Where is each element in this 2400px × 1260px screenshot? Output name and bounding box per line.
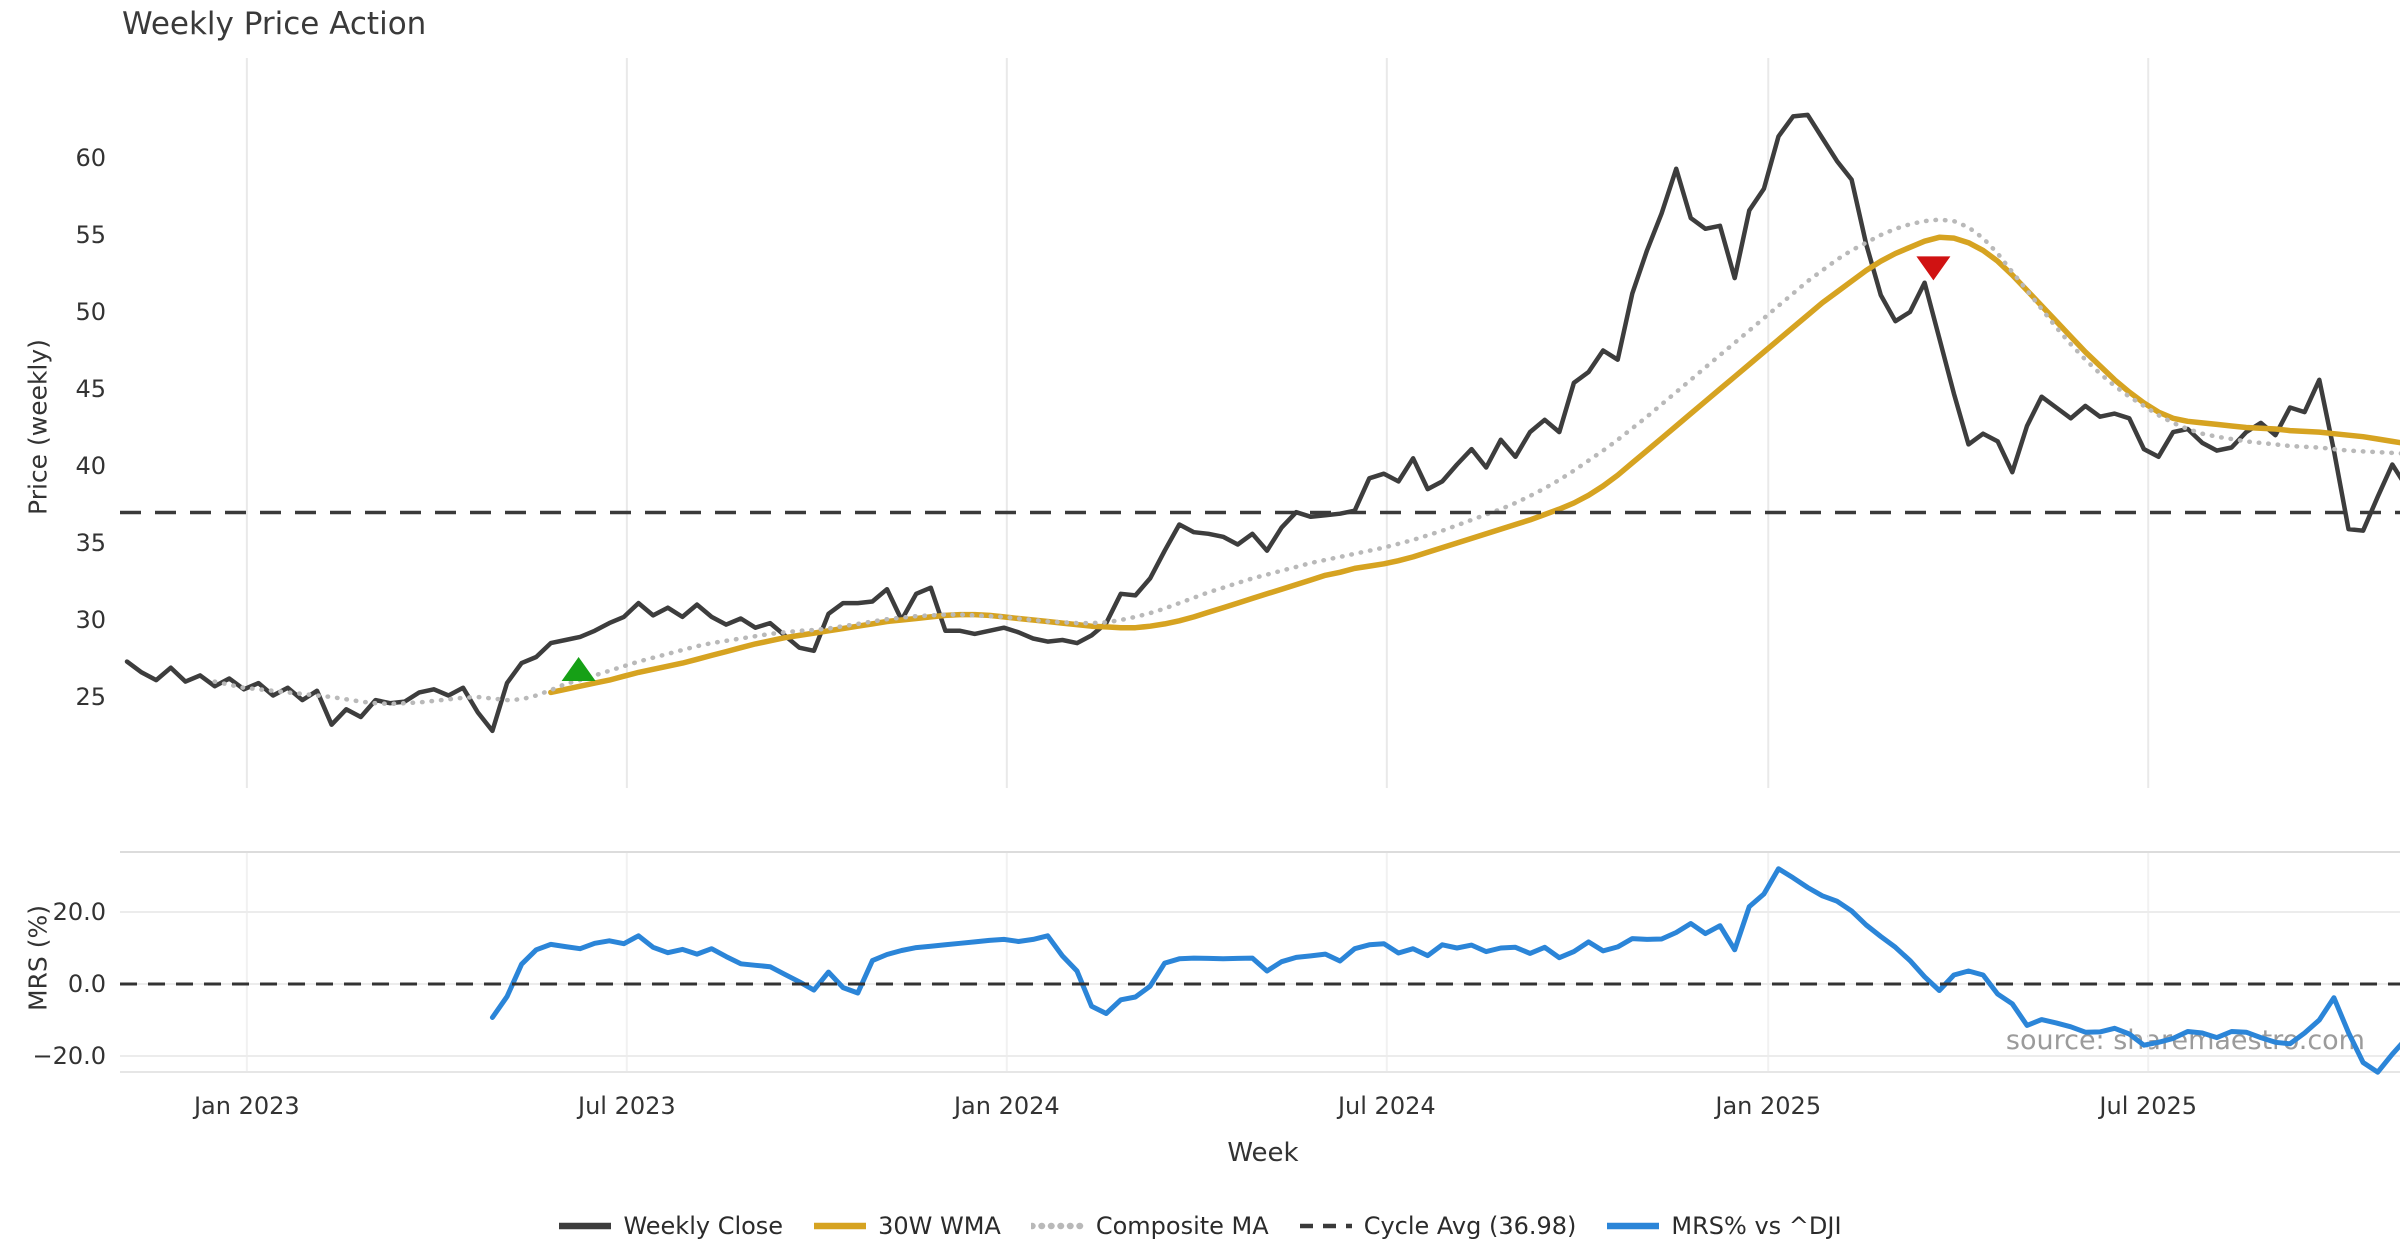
mrs-tick-label: 20.0 xyxy=(52,898,106,926)
legend-label: Weekly Close xyxy=(623,1212,784,1240)
x-tick-label: Jul 2024 xyxy=(1337,1092,1436,1120)
price-tick-label: 55 xyxy=(75,221,106,249)
price-tick-label: 30 xyxy=(75,606,106,634)
price-tick-label: 35 xyxy=(75,529,106,557)
legend-item: 30W WMA xyxy=(813,1212,1001,1240)
legend: Weekly Close 30W WMA Composite MA Cycle Avg… xyxy=(0,1212,2400,1240)
legend-item: MRS% vs ^DJI xyxy=(1606,1212,1842,1240)
series-mrs-vs-dji xyxy=(489,866,2400,1075)
x-tick-label: Jan 2023 xyxy=(193,1092,300,1120)
legend-item: Composite MA xyxy=(1030,1212,1269,1240)
mrs-tick-label: 0.0 xyxy=(67,970,106,998)
legend-swatch-solid xyxy=(814,1222,867,1230)
marker-buy-triangle xyxy=(561,657,596,682)
mrs-tick-label: −20.0 xyxy=(32,1042,106,1070)
series-30w-wma xyxy=(548,234,2400,696)
x-tick-label: Jul 2023 xyxy=(577,1092,676,1120)
x-tick-label: Jul 2025 xyxy=(2099,1092,2198,1120)
legend-label: Cycle Avg (36.98) xyxy=(1363,1212,1577,1240)
chart-title: Weekly Price Action xyxy=(122,6,427,42)
price-tick-label: 45 xyxy=(75,375,106,403)
price-tick-label: 50 xyxy=(75,298,106,326)
week-axis-label: Week xyxy=(1227,1138,1299,1168)
x-tick-label: Jan 2025 xyxy=(1715,1092,1822,1120)
legend-swatch-dotted xyxy=(1030,1222,1085,1230)
price-axis-label: Price (weekly) xyxy=(23,339,53,515)
x-tick-label: Jan 2024 xyxy=(953,1092,1060,1120)
legend-label: Composite MA xyxy=(1095,1212,1269,1240)
series-composite-ma xyxy=(212,217,2400,707)
legend-item: Cycle Avg (36.98) xyxy=(1299,1212,1577,1240)
legend-label: MRS% vs ^DJI xyxy=(1671,1212,1842,1240)
legend-swatch-solid xyxy=(559,1222,612,1230)
price-tick-label: 25 xyxy=(75,683,106,711)
legend-swatch-dashed xyxy=(1299,1223,1352,1229)
legend-item: Weekly Close xyxy=(558,1212,783,1240)
legend-label: 30W WMA xyxy=(878,1212,1001,1240)
marker-sell-triangle xyxy=(1916,256,1951,281)
price-tick-label: 60 xyxy=(75,144,106,172)
price-tick-label: 40 xyxy=(75,452,106,480)
series-weekly-close xyxy=(124,112,2400,734)
legend-swatch-solid xyxy=(1607,1222,1660,1230)
